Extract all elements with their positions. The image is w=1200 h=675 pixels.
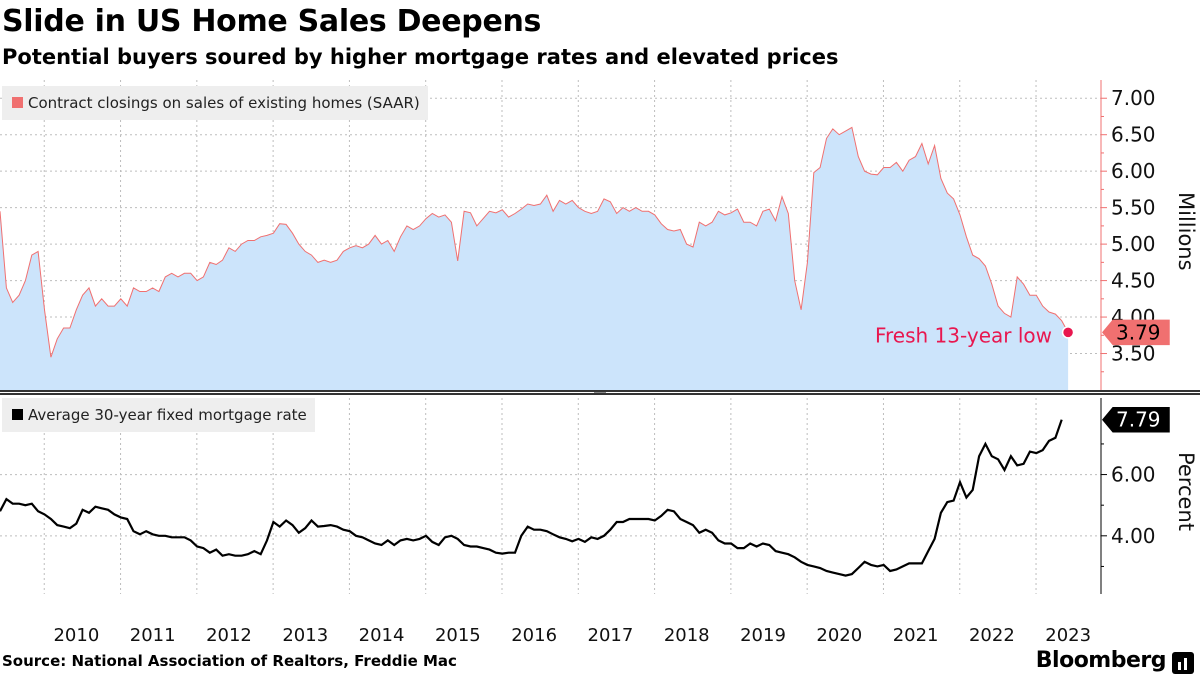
sales-latest-value-tag [1102, 319, 1170, 346]
sales-latest-value-label: 3.79 [1116, 320, 1161, 344]
rate-legend-label: Average 30-year fixed mortgage rate [28, 406, 307, 424]
x-tick-label-2022: 2022 [969, 625, 1015, 646]
bloomberg-terminal-icon [1172, 652, 1194, 674]
x-tick-label-2017: 2017 [588, 625, 634, 646]
sales-legend-label: Contract closings on sales of existing h… [28, 94, 420, 112]
bottom-panel-y-ticks: 4.00 6.00 [1101, 443, 1156, 567]
x-tick-label-2018: 2018 [664, 625, 710, 646]
source-note: Source: National Association of Realtors… [2, 652, 457, 670]
sales-y-tick-label: 5.50 [1111, 196, 1156, 220]
sales-legend-swatch [12, 97, 23, 108]
rate-legend-swatch [12, 409, 23, 420]
chart-title: Slide in US Home Sales Deepens [2, 4, 542, 39]
sales-series-line [0, 126, 1069, 358]
mortgage-rate-series-line [0, 419, 1063, 577]
sales-y-tick-label: 5.00 [1111, 232, 1156, 256]
rate-y-tick-label: 6.00 [1111, 463, 1156, 487]
rate-latest-value-tag [1102, 406, 1170, 433]
x-tick-label-2015: 2015 [435, 625, 481, 646]
x-axis-ticks: 2010 2011 2012 2013 2014 2015 2016 2017 2018 2019… [53, 625, 1091, 646]
sales-area-fill [0, 127, 1069, 391]
sales-y-tick-label: 7.00 [1111, 86, 1156, 110]
x-tick-label-2023: 2023 [1045, 625, 1091, 646]
rate-unit-label: Percent [1174, 452, 1198, 532]
sales-unit-label: Millions [1174, 192, 1198, 271]
sales-y-tick-label: 6.50 [1111, 123, 1156, 147]
x-tick-label-2014: 2014 [359, 625, 405, 646]
x-tick-label-2016: 2016 [511, 625, 557, 646]
x-tick-label-2013: 2013 [282, 625, 328, 646]
x-tick-label-2010: 2010 [53, 625, 99, 646]
sales-y-tick-label: 4.50 [1111, 269, 1156, 293]
bottom-panel-gridlines [0, 398, 1101, 594]
sales-latest-point [1061, 326, 1075, 339]
sales-y-tick-label: 6.00 [1111, 159, 1156, 183]
x-tick-label-2020: 2020 [816, 625, 862, 646]
sales-legend: Contract closings on sales of existing h… [2, 86, 428, 120]
x-tick-label-2011: 2011 [130, 625, 176, 646]
rate-y-tick-label: 4.00 [1111, 524, 1156, 548]
fresh-low-annotation: Fresh 13-year low [875, 323, 1052, 347]
x-tick-label-2019: 2019 [740, 625, 786, 646]
sales-y-tick-label: 3.50 [1111, 342, 1156, 366]
x-tick-label-2021: 2021 [893, 625, 939, 646]
bloomberg-logo: Bloomberg [1035, 648, 1167, 673]
rate-legend: Average 30-year fixed mortgage rate [2, 398, 315, 432]
rate-latest-value-label: 7.79 [1116, 408, 1161, 432]
x-tick-label-2012: 2012 [206, 625, 252, 646]
chart-subtitle: Potential buyers soured by higher mortga… [2, 45, 839, 69]
